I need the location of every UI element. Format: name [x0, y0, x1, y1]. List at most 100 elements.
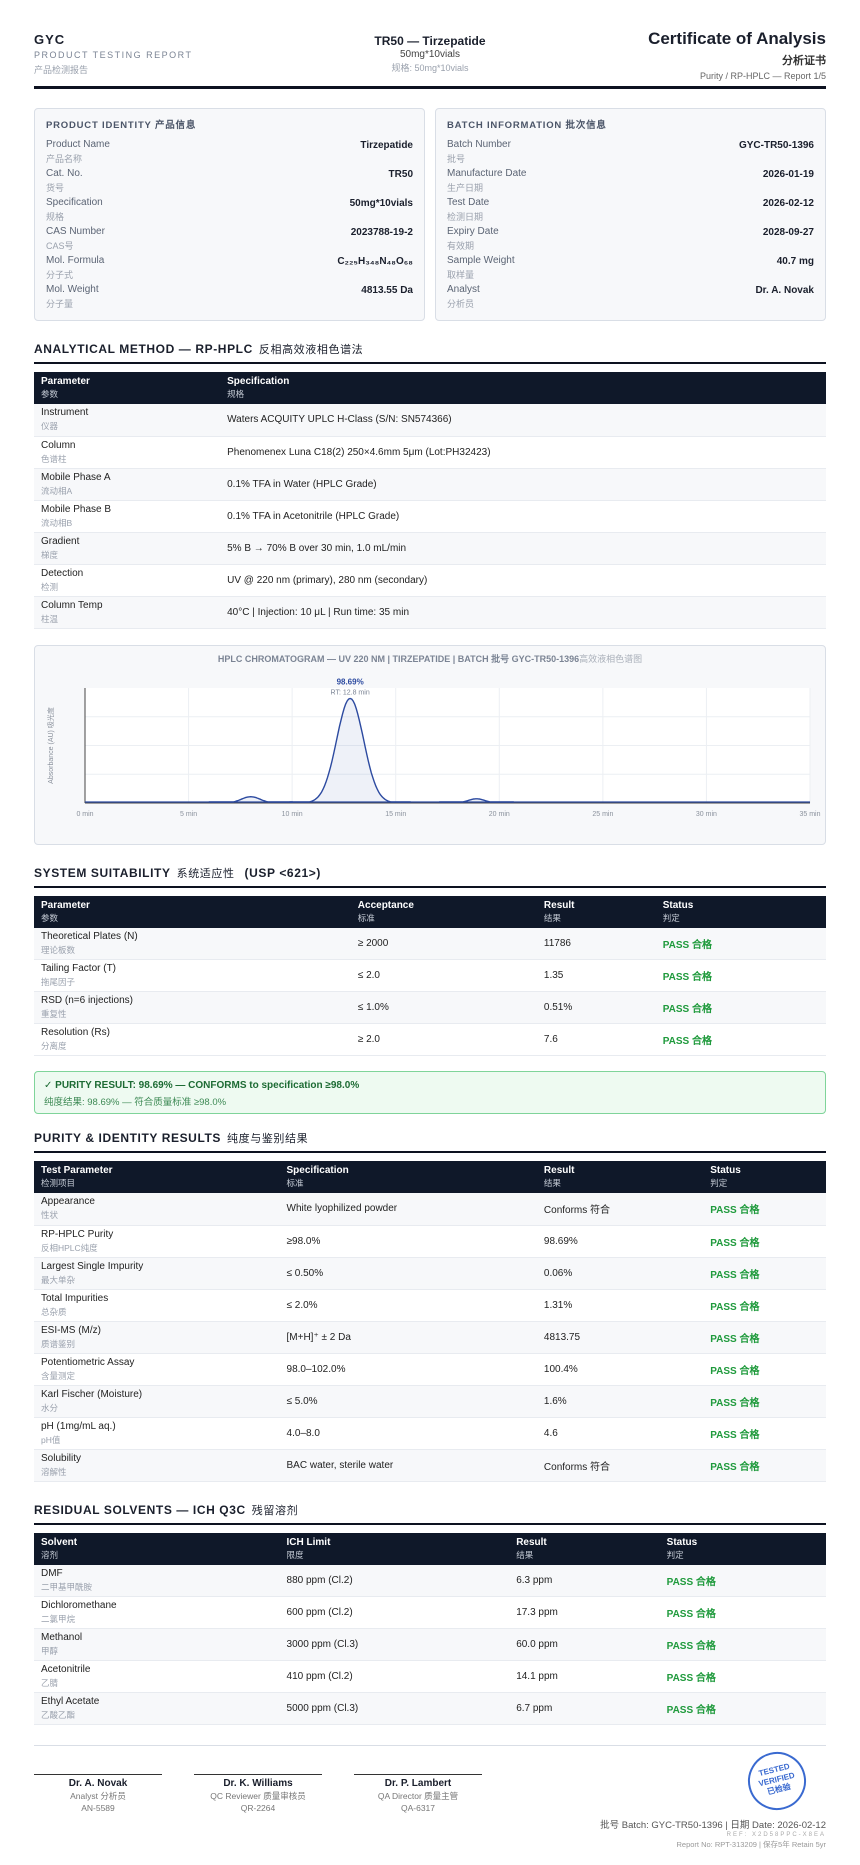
cell-text: PASS 合格 — [662, 939, 712, 951]
column-header: Specification 规格 — [220, 372, 826, 404]
info-box: PRODUCT IDENTITY 产品信息 Product Name 产品名称 Tir… — [34, 108, 425, 321]
cell-text: ≥98.0% — [286, 1235, 321, 1247]
column-label-cn: 结果 — [516, 1549, 534, 1560]
peak-rt-label: RT: 12.8 min — [331, 689, 370, 696]
title-cn: 反相高效液相色谱法 — [258, 343, 364, 356]
cell-text: PASS 合格 — [666, 1641, 716, 1652]
column-label-cn: 规格 — [227, 389, 245, 399]
cell: 6.7 ppm — [509, 1692, 660, 1725]
column-label: Test Parameter — [41, 1165, 113, 1176]
brand: GYC — [34, 32, 66, 47]
status: PASS 合格 — [659, 1692, 826, 1725]
label-cn: 分子式 — [46, 270, 74, 280]
box-title: PRODUCT IDENTITY 产品信息 — [46, 120, 197, 131]
table-row: Resolution (Rs) 分离度 ≥ 2.0 7.6 PASS 合格 — [34, 1023, 826, 1056]
table-row: Gradient 梯度 5% B → 70% B over 30 min, 1.0 … — [34, 532, 826, 565]
cell-text-cn: 二氯甲烷 — [41, 1614, 76, 1624]
value: TR50 — [388, 169, 413, 180]
signer-name: Dr. K. Williams — [223, 1778, 293, 1789]
cell: 11786 — [536, 927, 656, 960]
cell-text: Acetonitrile — [41, 1664, 91, 1675]
label-block: Product Name 产品名称 — [46, 139, 110, 168]
label-cn: 分子量 — [46, 299, 74, 309]
info-row: Batch Number 批号 GYC-TR50-1396 — [447, 139, 814, 168]
peak-area — [289, 698, 411, 802]
status: PASS 合格 — [655, 927, 826, 960]
cell-text: White lyophilized powder — [286, 1203, 398, 1215]
cell: Theoretical Plates (N) 理论板数 — [34, 927, 351, 960]
info-row: Manufacture Date 生产日期 2026-01-19 — [447, 168, 814, 197]
value: 2028-09-27 — [762, 227, 814, 238]
peak — [208, 795, 293, 803]
status: PASS 合格 — [659, 1564, 826, 1597]
status: PASS 合格 — [703, 1353, 826, 1386]
table: Parameter 参数 Specification 规格 Instrument 仪器 Wa… — [34, 372, 826, 629]
cell: 5000 ppm (Cl.3) — [279, 1692, 510, 1725]
title-ref: (USP <621>) — [244, 865, 321, 880]
peak-label: 98.69% — [337, 677, 364, 686]
cell-text-cn: 最大单杂 — [41, 1274, 76, 1285]
table-row: Karl Fischer (Moisture) 水分 ≤ 5.0% 1.6% PASS … — [34, 1385, 826, 1418]
column-header: Parameter 参数 — [34, 895, 351, 928]
cell-text: 4813.75 — [543, 1331, 581, 1343]
cell: 1.31% — [536, 1289, 704, 1322]
cell-text: 100.4% — [543, 1363, 578, 1375]
cell-text-cn: 溶解性 — [41, 1466, 67, 1477]
cell-text: Karl Fischer (Moisture) — [41, 1388, 143, 1400]
cell-text: pH (1mg/mL aq.) — [41, 1420, 116, 1432]
column-label: Result — [543, 899, 575, 911]
cell-text: RSD (n=6 injections) — [41, 995, 133, 1006]
column-header: Result 结果 — [509, 1532, 660, 1565]
subtitle-cn: 产品检测报告 — [34, 65, 89, 75]
cell: ≤ 1.0% — [350, 991, 537, 1024]
label-block: Sample Weight 取样量 — [447, 255, 515, 284]
cell: Mobile Phase B 流动相B — [34, 500, 221, 533]
cell-text: UV @ 220 nm (primary), 280 nm (secondary… — [227, 574, 428, 586]
table-row: Theoretical Plates (N) 理论板数 ≥ 2000 11786 PAS… — [34, 927, 826, 960]
cell-text: PASS 合格 — [710, 1237, 760, 1249]
column-label: Status — [666, 1536, 698, 1548]
cell-text: 880 ppm (Cl.2) — [286, 1574, 353, 1586]
table-row: Dichloromethane 二氯甲烷 600 ppm (Cl.2) 17.3 pp… — [34, 1596, 826, 1629]
cell: 1.6% — [536, 1385, 704, 1418]
label-block: Batch Number 批号 — [447, 139, 511, 168]
cell: Potentiometric Assay 含量测定 — [34, 1353, 280, 1386]
cell-text-cn: 柱温 — [41, 613, 59, 624]
label-cn: 规格 — [46, 212, 65, 222]
column-header: Test Parameter 检测项目 — [34, 1161, 280, 1193]
cell: Mobile Phase A 流动相A — [34, 468, 221, 501]
cell-text-cn: 检测 — [41, 581, 59, 592]
label-block: Mol. Weight 分子量 — [46, 284, 99, 313]
cell: 98.0–102.0% — [279, 1353, 537, 1386]
table: Solvent 溶剂 ICH Limit 限度 Result 结果 Status 判定 DMF 二… — [34, 1532, 826, 1725]
cell-text: PASS 合格 — [666, 1609, 716, 1620]
cell: Karl Fischer (Moisture) 水分 — [34, 1385, 280, 1418]
column-label-cn: 判定 — [710, 1178, 728, 1188]
x-tick-label: 10 min — [282, 811, 303, 818]
cell-text: 98.69% — [543, 1235, 578, 1247]
signer-role: Analyst 分析员 — [70, 1791, 126, 1801]
value: Tirzepatide — [360, 140, 413, 151]
cell-text: ≤ 2.0 — [357, 970, 380, 981]
cell: pH (1mg/mL aq.) pH值 — [34, 1417, 280, 1450]
cell-text: 17.3 ppm — [516, 1607, 558, 1618]
cell-text: Theoretical Plates (N) — [41, 930, 138, 942]
cell-text: 0.06% — [543, 1267, 573, 1279]
column-header: Result 结果 — [536, 1161, 704, 1193]
cell: Waters ACQUITY UPLC H-Class (S/N: SN5743… — [220, 404, 826, 437]
cell-text: PASS 合格 — [666, 1576, 716, 1588]
column-label-cn: 检测项目 — [41, 1178, 76, 1188]
cell-text: Potentiometric Assay — [41, 1356, 135, 1368]
cell-text-cn: 含量测定 — [41, 1370, 76, 1381]
status: PASS 合格 — [659, 1596, 826, 1629]
y-axis-label: Absorbance (AU) 吸光度 — [46, 707, 55, 784]
label-cn: 检测日期 — [447, 212, 484, 222]
x-tick-label: 30 min — [696, 811, 717, 818]
cell-text-cn: 二甲基甲酰胺 — [41, 1581, 93, 1592]
cell: 0.1% TFA in Water (HPLC Grade) — [220, 468, 826, 501]
cell: 17.3 ppm — [509, 1596, 660, 1629]
cell-text: Waters ACQUITY UPLC H-Class (S/N: SN5743… — [227, 414, 452, 426]
column-header: Status 判定 — [655, 895, 826, 928]
batch-date: 批号 Batch: GYC-TR50-1396 | 日期 Date: 2026-… — [600, 1820, 826, 1831]
